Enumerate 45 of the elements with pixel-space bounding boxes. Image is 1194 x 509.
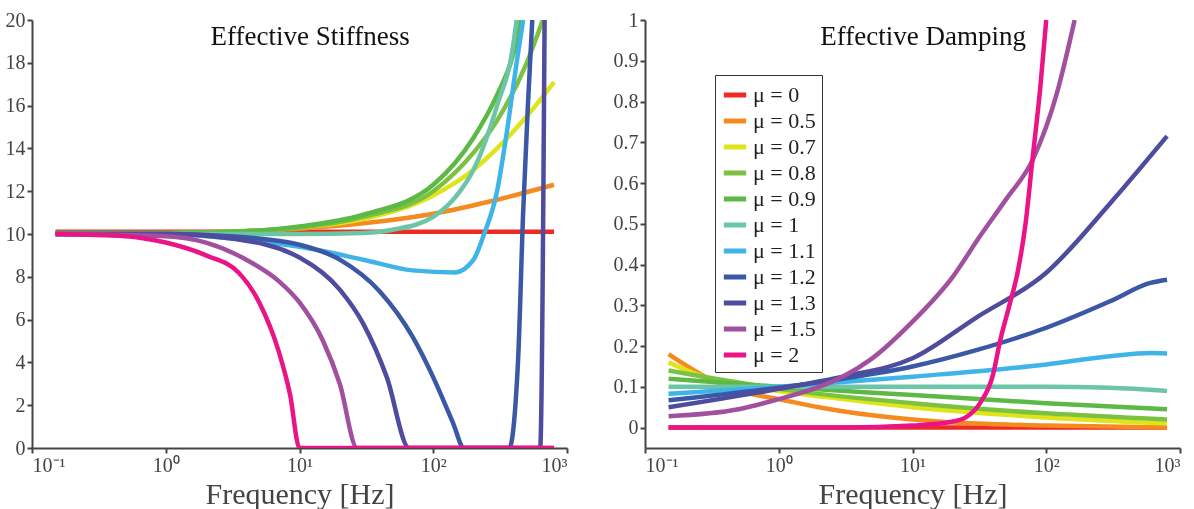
legend-label: μ = 2 bbox=[753, 342, 800, 367]
y-tick-label: 20 bbox=[5, 8, 26, 31]
y-tick-label: 6 bbox=[15, 308, 26, 331]
y-tick-label: 1 bbox=[628, 8, 639, 31]
x-tick-label: 10³ bbox=[541, 453, 568, 476]
y-tick-label: 16 bbox=[5, 94, 26, 117]
legend-label: μ = 1.2 bbox=[753, 264, 816, 289]
y-tick-label: 10 bbox=[5, 222, 26, 245]
legend-label: μ = 0.7 bbox=[753, 134, 816, 159]
x-tick-label: 10² bbox=[420, 453, 447, 476]
legend-label: μ = 1.3 bbox=[753, 290, 816, 315]
y-tick-label: 0 bbox=[15, 436, 26, 459]
x-tick-label: 10⁰ bbox=[765, 453, 793, 476]
legend-label: μ = 1.1 bbox=[753, 238, 816, 263]
legend-label: μ = 0.8 bbox=[753, 160, 816, 185]
y-tick-label: 0.9 bbox=[613, 49, 639, 72]
x-tick-label: 10⁰ bbox=[152, 453, 180, 476]
y-tick-label: 8 bbox=[15, 265, 26, 288]
y-tick-label: 18 bbox=[5, 51, 26, 74]
legend-label: μ = 1.5 bbox=[753, 316, 816, 341]
y-tick-label: 0 bbox=[628, 416, 639, 439]
y-tick-label: 2 bbox=[15, 393, 26, 416]
x-tick-label: 10³ bbox=[1154, 453, 1181, 476]
legend-label: μ = 0.9 bbox=[753, 186, 816, 211]
chart-title: Effective Stiffness bbox=[210, 21, 410, 51]
legend-label: μ = 0.5 bbox=[753, 108, 816, 133]
y-tick-label: 0.1 bbox=[613, 375, 639, 398]
x-tick-label: 10¹ bbox=[900, 453, 926, 476]
x-tick-label: 10² bbox=[1033, 453, 1060, 476]
x-tick-label: 10¹ bbox=[287, 453, 313, 476]
x-tick-label: 10⁻¹ bbox=[32, 453, 66, 476]
y-tick-label: 0.4 bbox=[613, 253, 639, 276]
y-tick-label: 0.7 bbox=[613, 130, 639, 153]
chart-title: Effective Damping bbox=[820, 21, 1027, 51]
y-tick-label: 12 bbox=[5, 179, 26, 202]
legend-label: μ = 1 bbox=[753, 212, 800, 237]
y-tick-label: 4 bbox=[15, 350, 26, 373]
y-tick-label: 0.2 bbox=[613, 334, 639, 357]
y-tick-label: 0.8 bbox=[613, 90, 639, 113]
y-tick-label: 0.5 bbox=[613, 212, 639, 235]
y-tick-label: 0.3 bbox=[613, 293, 639, 316]
y-tick-label: 14 bbox=[5, 136, 26, 159]
legend-label: μ = 0 bbox=[753, 82, 800, 107]
x-tick-label: 10⁻¹ bbox=[645, 453, 679, 476]
y-tick-label: 0.6 bbox=[613, 171, 639, 194]
